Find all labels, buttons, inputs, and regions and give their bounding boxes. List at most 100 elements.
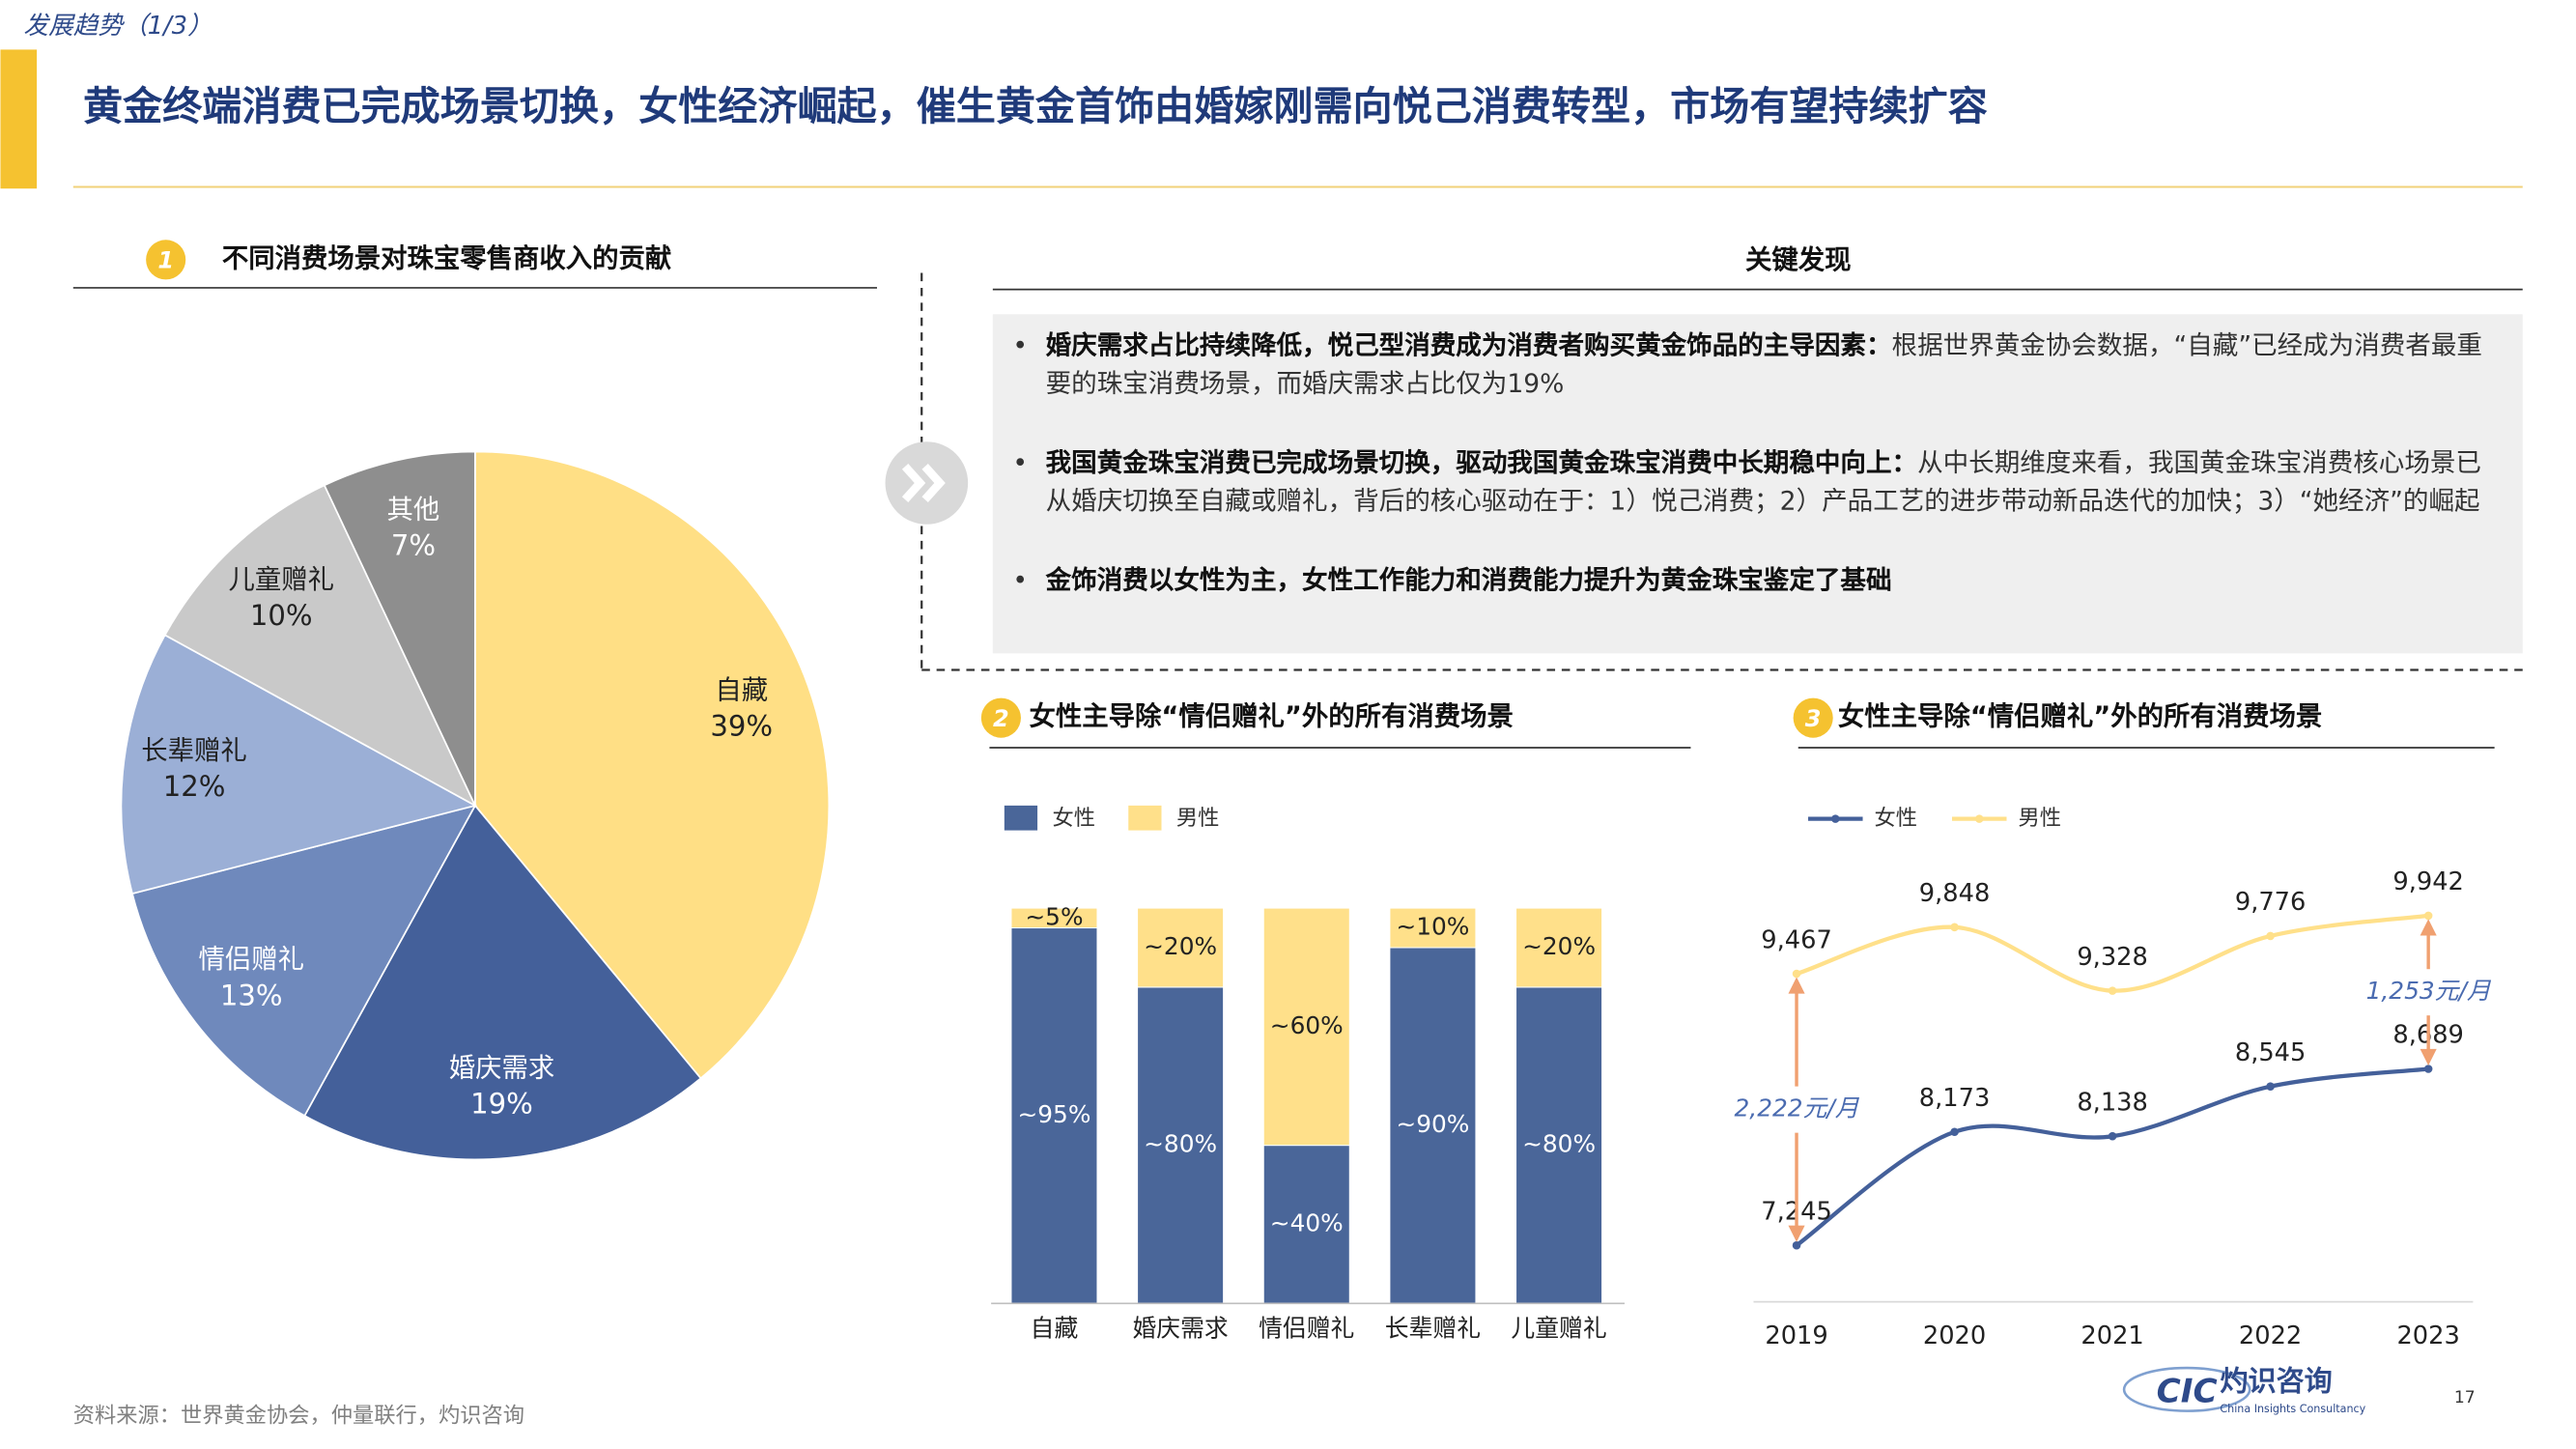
badge-number: 1 — [157, 247, 174, 274]
point-label: 9,848 — [1919, 879, 1990, 908]
pie-slice — [120, 634, 478, 895]
finding: 金饰消费以女性为主，女性工作能力和消费能力提升为黄金珠宝鉴定了基础 — [1012, 562, 2501, 600]
slice-label: 婚庆需求 — [449, 1053, 554, 1083]
point — [2423, 911, 2433, 921]
bar-label: ~20% — [1522, 932, 1596, 960]
badge-number: 2 — [993, 705, 1009, 732]
bar-label: ~90% — [1396, 1110, 1469, 1138]
slice-label: 长辈赠礼 — [141, 736, 246, 766]
pie-slice — [323, 450, 476, 807]
legend-label: 男性 — [2018, 806, 2061, 831]
point — [1950, 923, 1959, 932]
point — [1792, 1240, 1801, 1250]
panel-title: 关键发现 — [1745, 244, 1852, 275]
badge-number: 3 — [1805, 705, 1822, 732]
legend-label: 女性 — [1875, 806, 1918, 831]
legend-label: 男性 — [1176, 806, 1219, 831]
page-number: 17 — [2454, 1388, 2476, 1407]
slide-title: 黄金终端消费已完成场景切换，女性经济崛起，催生黄金首饰由婚嫁刚需向悦己消费转型，… — [83, 83, 1988, 129]
point — [2266, 931, 2275, 941]
bar-segment — [1137, 986, 1225, 1304]
badge — [146, 240, 186, 280]
finding: 我国黄金珠宝消费已完成场景切换，驱动我国黄金珠宝消费中长期稳中向上：从中长期维度… — [1012, 445, 2501, 522]
bar-segment — [1262, 1145, 1350, 1304]
badge — [980, 697, 1021, 738]
bar-segment — [1515, 907, 1603, 988]
logo-mark: CIC — [2157, 1372, 2218, 1410]
bar-label: ~80% — [1522, 1130, 1596, 1158]
x-tick-label: 长辈赠礼 — [1385, 1315, 1481, 1343]
finding-lead: 金饰消费以女性为主，女性工作能力和消费能力提升为黄金珠宝鉴定了基础 — [1045, 565, 1892, 596]
slice-label: 情侣赠礼 — [199, 945, 304, 975]
finding-text: 从中长期维度来看，我国黄金珠宝消费核心场景已从婚庆切换至自藏或赠礼，背后的核心驱… — [1045, 448, 2481, 517]
findings: 婚庆需求占比持续降低，悦己型消费成为消费者购买黄金饰品的主导因素：根据世界黄金协… — [1012, 327, 2501, 650]
bar-segment — [1389, 947, 1477, 1304]
bar-label: ~95% — [1017, 1100, 1090, 1128]
bar-segment — [1262, 907, 1350, 1147]
chart-title: 女性主导除“情侣赠礼”外的所有消费场景 — [1030, 701, 1514, 732]
logo-name: 灼识咨询 — [2220, 1365, 2332, 1398]
point-label: 9,942 — [2392, 867, 2463, 896]
bar-segment — [1137, 907, 1225, 988]
bar-segment — [1515, 986, 1603, 1304]
point-label: 8,173 — [1919, 1084, 1990, 1113]
point-label: 9,776 — [2235, 888, 2306, 917]
bar-segment — [1010, 907, 1098, 929]
chevron-icon — [901, 464, 946, 502]
findings-list: 婚庆需求占比持续降低，悦己型消费成为消费者购买黄金饰品的主导因素：根据世界黄金协… — [1012, 327, 2501, 601]
gap-arrowhead — [2420, 1048, 2437, 1066]
finding-lead: 婚庆需求占比持续降低，悦己型消费成为消费者购买黄金饰品的主导因素： — [1045, 330, 1892, 361]
point — [1792, 969, 1801, 979]
point-label: 9,467 — [1761, 925, 1831, 954]
point — [2266, 1082, 2275, 1091]
logo-ring — [2122, 1366, 2251, 1412]
slice-label: 其他 — [387, 495, 440, 525]
bar-label: ~5% — [1025, 902, 1083, 930]
legend-label: 女性 — [1052, 806, 1095, 831]
chevron-icon — [885, 441, 969, 525]
pie-slice — [163, 484, 477, 808]
x-tick-label: 2022 — [2239, 1321, 2302, 1350]
finding-lead: 我国黄金珠宝消费已完成场景切换，驱动我国黄金珠宝消费中长期稳中向上： — [1045, 448, 1918, 478]
point — [2423, 1065, 2433, 1073]
bar-label: ~20% — [1144, 932, 1217, 960]
point — [2108, 1131, 2117, 1141]
slice-value: 39% — [710, 709, 773, 742]
slice-label: 儿童赠礼 — [228, 565, 334, 595]
source-note: 资料来源：世界黄金协会，仲量联行，灼识咨询 — [73, 1403, 524, 1428]
slice-value: 12% — [163, 770, 226, 803]
badge — [1793, 697, 1833, 738]
point — [1950, 1127, 1959, 1137]
legend-dot — [1974, 814, 1984, 823]
bar-label: ~10% — [1396, 913, 1469, 941]
x-tick-label: 儿童赠礼 — [1511, 1315, 1606, 1343]
legend-swatch — [1004, 805, 1038, 831]
point-label: 8,138 — [2077, 1088, 2147, 1117]
logo-subtitle: China Insights Consultancy — [2220, 1403, 2365, 1415]
slice-value: 7% — [391, 529, 436, 562]
x-tick-label: 2023 — [2396, 1321, 2459, 1350]
pie-slice — [474, 450, 831, 1080]
bar-segment — [1010, 927, 1098, 1304]
chart-title: 不同消费场景对珠宝零售商收入的贡献 — [222, 242, 671, 273]
x-tick-label: 2019 — [1765, 1321, 1827, 1350]
pie-slice — [303, 804, 702, 1161]
point-label: 9,328 — [2077, 943, 2147, 972]
gap-arrowhead — [1788, 1225, 1805, 1242]
x-tick-label: 2021 — [2081, 1321, 2143, 1350]
gap-annotation: 1,253元/月 — [2366, 977, 2492, 1005]
finding: 婚庆需求占比持续降低，悦己型消费成为消费者购买黄金饰品的主导因素：根据世界黄金协… — [1012, 327, 2501, 404]
bar-segment — [1389, 907, 1477, 949]
point — [2108, 986, 2117, 995]
bar-label: ~40% — [1270, 1208, 1344, 1236]
pie-slice — [130, 804, 477, 1118]
bar-label: ~60% — [1270, 1011, 1344, 1039]
x-tick-label: 婚庆需求 — [1132, 1315, 1228, 1343]
gap-arrowhead — [2420, 919, 2437, 936]
x-tick-label: 自藏 — [1031, 1315, 1079, 1343]
slice-value: 13% — [220, 979, 283, 1011]
x-tick-label: 情侣赠礼 — [1259, 1315, 1354, 1343]
slice-value: 19% — [470, 1088, 533, 1121]
slice-label: 自藏 — [715, 675, 768, 705]
